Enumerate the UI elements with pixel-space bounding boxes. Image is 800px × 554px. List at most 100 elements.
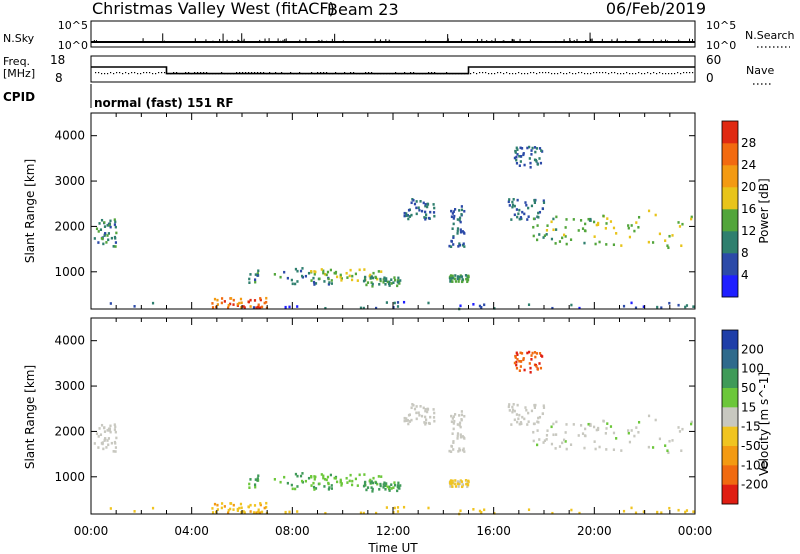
power-cell bbox=[515, 161, 519, 165]
power-cell bbox=[558, 240, 562, 243]
velocity-cell bbox=[542, 441, 545, 444]
power-cell bbox=[103, 234, 106, 237]
nave-point bbox=[602, 72, 604, 74]
nave-point bbox=[239, 72, 241, 74]
nave-point bbox=[365, 72, 367, 74]
velocity-cell bbox=[106, 429, 109, 432]
velocity-cell bbox=[384, 487, 387, 491]
power-cell bbox=[523, 212, 526, 216]
nave-point bbox=[563, 73, 565, 75]
velocity-cell bbox=[572, 423, 575, 426]
nave-point bbox=[395, 72, 397, 74]
x-tick-label: 20:00 bbox=[577, 524, 612, 538]
velocity-cell bbox=[558, 445, 562, 448]
velocity-cell bbox=[253, 483, 257, 487]
velocity-cell bbox=[407, 413, 411, 417]
velocity-cell bbox=[396, 510, 400, 513]
freq-label-2: [MHz] bbox=[3, 67, 35, 80]
velocity-cell bbox=[451, 479, 454, 483]
velocity-cell bbox=[307, 476, 311, 480]
velocity-cell bbox=[461, 448, 465, 452]
power-cell bbox=[635, 221, 638, 224]
velocity-cell bbox=[451, 432, 454, 435]
nave-point bbox=[197, 72, 199, 74]
velocity-cell bbox=[396, 506, 400, 509]
power-cell bbox=[561, 236, 564, 240]
velocity-cell bbox=[456, 423, 459, 426]
velocity-cell bbox=[328, 486, 331, 489]
nave-point bbox=[326, 72, 328, 74]
velocity-cell bbox=[515, 366, 519, 370]
power-cell bbox=[307, 271, 311, 275]
power-cell bbox=[371, 284, 374, 288]
power-scatter bbox=[93, 145, 695, 311]
power-cell bbox=[382, 278, 385, 281]
velocity-cell bbox=[433, 419, 436, 423]
power-cell bbox=[535, 160, 538, 163]
power-cell bbox=[339, 273, 342, 277]
power-cell bbox=[552, 217, 555, 221]
velocity-cell bbox=[110, 441, 113, 445]
power-cell bbox=[540, 149, 543, 152]
nave-point bbox=[125, 72, 127, 74]
velocity-cell bbox=[530, 409, 534, 413]
velocity-cell bbox=[376, 482, 379, 486]
power-cell bbox=[516, 148, 519, 151]
power-cell bbox=[109, 219, 112, 223]
nave-point bbox=[206, 72, 208, 74]
power-cell bbox=[451, 276, 454, 280]
nave-point bbox=[143, 72, 145, 74]
velocity-cell bbox=[656, 510, 659, 514]
power-cell bbox=[511, 200, 514, 204]
nave-point bbox=[515, 73, 517, 75]
power-cell bbox=[236, 302, 239, 306]
power-y-axis: 1000 2000 3000 4000 bbox=[54, 129, 695, 279]
power-cell bbox=[370, 275, 373, 278]
power-cell bbox=[552, 228, 555, 232]
velocity-cell bbox=[538, 352, 542, 355]
velocity-cell bbox=[453, 419, 456, 423]
velocity-cell bbox=[522, 358, 525, 362]
velocity-cell bbox=[247, 505, 250, 509]
nave-point bbox=[530, 72, 532, 74]
power-cell bbox=[452, 222, 455, 226]
power-cell bbox=[329, 268, 332, 272]
power-cell bbox=[572, 218, 575, 221]
velocity-cell bbox=[462, 447, 465, 451]
velocity-cell bbox=[584, 427, 587, 431]
power-cell bbox=[579, 219, 583, 222]
power-cell bbox=[690, 215, 693, 219]
power-cell bbox=[583, 229, 587, 232]
nave-point bbox=[491, 73, 493, 75]
power-cell bbox=[356, 279, 359, 282]
power-cell bbox=[113, 218, 116, 221]
power-cell bbox=[114, 245, 117, 248]
power-cell bbox=[399, 279, 402, 282]
velocity-cell bbox=[606, 422, 609, 425]
nave-point bbox=[311, 72, 313, 74]
nave-point bbox=[596, 72, 598, 74]
power-cell bbox=[252, 306, 256, 309]
velocity-cell bbox=[460, 413, 464, 417]
power-cell bbox=[583, 241, 586, 245]
velocity-cell bbox=[433, 411, 436, 415]
power-cell bbox=[385, 279, 388, 283]
velocity-cell bbox=[101, 442, 104, 446]
velocity-cell bbox=[540, 354, 543, 357]
power-cell bbox=[362, 306, 365, 310]
nave-point bbox=[557, 73, 559, 75]
power-cell bbox=[102, 242, 105, 246]
power-cell bbox=[301, 267, 304, 270]
velocity-cell bbox=[577, 434, 580, 437]
nave-point bbox=[254, 72, 256, 74]
velocity-cell bbox=[529, 366, 532, 370]
power-cell bbox=[247, 300, 250, 304]
velocity-cell bbox=[115, 436, 118, 440]
power-cell bbox=[637, 225, 640, 229]
power-cell bbox=[398, 282, 401, 285]
velocity-cell bbox=[517, 417, 520, 421]
power-cell bbox=[364, 275, 367, 279]
velocity-cell bbox=[279, 480, 282, 484]
power-cell bbox=[410, 201, 413, 205]
velocity-cell bbox=[103, 439, 106, 442]
